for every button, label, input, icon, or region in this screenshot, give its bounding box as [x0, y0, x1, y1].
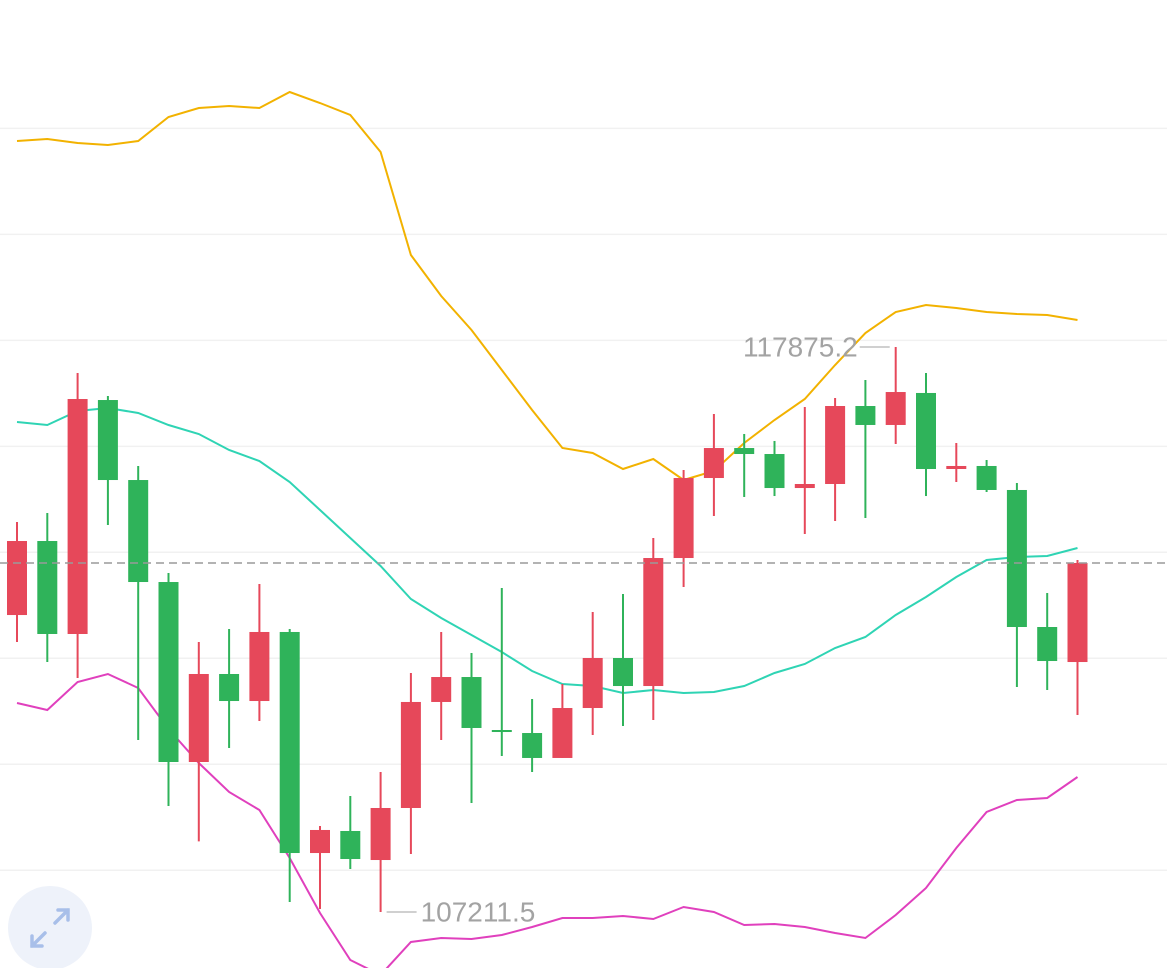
- candle-body: [946, 465, 967, 470]
- candle-body: [522, 733, 543, 758]
- expand-button-bg[interactable]: [8, 886, 92, 968]
- candle-body: [37, 541, 58, 634]
- candle-body: [279, 631, 300, 854]
- candle-body: [764, 454, 785, 489]
- bands: [16, 90, 1079, 968]
- candle-body: [188, 673, 209, 763]
- candle-body: [673, 478, 694, 559]
- candle-body: [916, 392, 936, 470]
- candle-body: [158, 582, 179, 763]
- candle-body: [340, 830, 361, 860]
- candle-body: [491, 730, 512, 733]
- band-line: [16, 406, 1078, 695]
- candle-body: [1006, 489, 1027, 628]
- band-line: [16, 90, 1078, 482]
- candle-body: [431, 677, 452, 702]
- min-label: 107211.5: [421, 896, 536, 927]
- candle-body: [613, 657, 633, 687]
- annotations: 117875.2 107211.5: [386, 331, 890, 927]
- candle-body: [1067, 562, 1088, 663]
- candle-body: [734, 448, 755, 455]
- expand-button[interactable]: [8, 886, 92, 968]
- candle-body: [128, 480, 149, 583]
- candle-body: [370, 807, 391, 861]
- candle-body: [703, 448, 724, 479]
- candle-body: [582, 657, 603, 709]
- candle-body: [885, 392, 906, 425]
- candle-body: [461, 677, 482, 728]
- candles: [0, 346, 1167, 912]
- candle-body: [1037, 627, 1058, 662]
- candle-body: [643, 558, 664, 687]
- candle-body: [97, 400, 118, 481]
- expand-icon: [30, 908, 70, 948]
- candle-body: [400, 701, 421, 808]
- candle-body: [219, 673, 240, 702]
- candle-body: [825, 406, 846, 484]
- candle-body: [310, 829, 330, 854]
- candle-body: [794, 484, 815, 489]
- candle-body: [855, 406, 876, 425]
- candle-body: [552, 708, 573, 758]
- candle-body: [976, 465, 997, 490]
- candle-body: [249, 631, 270, 702]
- candle-body: [67, 399, 88, 634]
- max-label: 117875.2: [743, 331, 858, 362]
- candle-body: [7, 541, 27, 616]
